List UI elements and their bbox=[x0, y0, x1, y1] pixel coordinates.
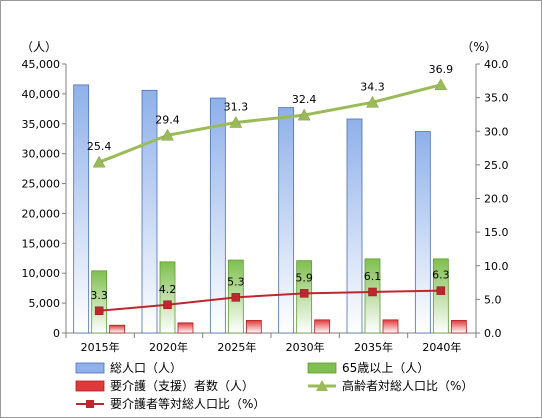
triangle-marker bbox=[297, 108, 311, 121]
triangle-marker bbox=[366, 95, 379, 108]
line-series-care-ratio bbox=[99, 289, 441, 312]
legend-swatch bbox=[75, 380, 105, 392]
right-tick-label: 40.0 bbox=[484, 58, 509, 71]
bar-total-population bbox=[73, 84, 90, 334]
x-tick-label: 2030年 bbox=[286, 340, 325, 354]
x-tick-label: 2025年 bbox=[217, 340, 256, 354]
data-label: 29.4 bbox=[155, 113, 180, 126]
square-marker bbox=[231, 293, 241, 302]
bar-total-population bbox=[141, 89, 158, 334]
left-tick-label: 45,000 bbox=[22, 58, 61, 71]
data-label: 5.3 bbox=[227, 275, 245, 288]
bar-care-recipients bbox=[177, 322, 194, 334]
x-tick-label: 2015年 bbox=[81, 340, 120, 354]
triangle-marker bbox=[92, 155, 106, 168]
right-tick-label: 5.0 bbox=[484, 293, 502, 306]
square-marker bbox=[299, 289, 309, 298]
right-tick-label: 10.0 bbox=[484, 260, 509, 273]
left-tick-label: 0 bbox=[53, 327, 60, 340]
left-tick-label: 20,000 bbox=[22, 207, 61, 220]
right-tick-label: 0.0 bbox=[484, 327, 502, 340]
bar-total-population bbox=[209, 97, 226, 334]
bar-total-population bbox=[414, 131, 431, 334]
data-label: 6.1 bbox=[364, 270, 382, 283]
bar-care-recipients bbox=[450, 320, 467, 334]
data-label: 32.4 bbox=[292, 93, 317, 106]
data-label: 34.3 bbox=[360, 80, 385, 93]
right-tick-label: 30.0 bbox=[484, 125, 509, 138]
bar-age-65-plus bbox=[159, 261, 176, 334]
bar-total-population bbox=[346, 118, 363, 334]
triangle-marker bbox=[229, 115, 243, 128]
x-tick-label: 2035年 bbox=[354, 340, 393, 354]
bar-care-recipients bbox=[109, 324, 126, 334]
x-tick-label: 2040年 bbox=[422, 340, 461, 354]
data-label: 4.2 bbox=[159, 283, 177, 296]
left-axis-unit: （人） bbox=[21, 40, 57, 54]
legend-label: 要介護（支援）者数（人） bbox=[110, 378, 254, 393]
legend-swatch bbox=[75, 362, 105, 374]
data-label: 5.9 bbox=[295, 271, 313, 284]
bar-care-recipients bbox=[314, 319, 331, 334]
bar-care-recipients bbox=[382, 319, 399, 334]
legend-label: 65歳以上（人） bbox=[342, 361, 429, 375]
legend-triangle-marker bbox=[316, 380, 328, 391]
left-tick-label: 5,000 bbox=[29, 297, 61, 310]
right-tick-label: 25.0 bbox=[484, 159, 509, 172]
square-marker bbox=[436, 286, 446, 295]
left-tick-label: 35,000 bbox=[22, 118, 61, 131]
left-tick-label: 40,000 bbox=[22, 88, 61, 101]
legend-label: 総人口（人） bbox=[110, 361, 182, 375]
bar-care-recipients bbox=[245, 320, 262, 334]
bar-age-65-plus bbox=[91, 270, 108, 334]
line-series-elderly-ratio bbox=[98, 83, 442, 164]
bar-age-65-plus bbox=[432, 258, 449, 334]
data-label: 25.4 bbox=[87, 140, 112, 153]
left-tick-label: 30,000 bbox=[22, 148, 61, 161]
data-label: 36.9 bbox=[429, 63, 454, 76]
bar-total-population bbox=[278, 107, 295, 334]
legend-swatch bbox=[307, 362, 337, 374]
triangle-marker bbox=[434, 78, 448, 91]
left-tick-label: 10,000 bbox=[22, 267, 61, 280]
square-marker bbox=[163, 300, 172, 310]
legend-label: 高齢者対総人口比（%） bbox=[342, 378, 473, 393]
data-label: 3.3 bbox=[90, 289, 108, 302]
right-tick-label: 35.0 bbox=[484, 92, 509, 105]
square-marker bbox=[368, 287, 377, 297]
data-label: 6.3 bbox=[432, 269, 450, 282]
right-tick-label: 15.0 bbox=[484, 226, 509, 239]
left-tick-label: 25,000 bbox=[22, 178, 61, 191]
right-tick-label: 20.0 bbox=[484, 193, 509, 206]
right-axis-unit: （%） bbox=[461, 40, 496, 54]
left-tick-label: 15,000 bbox=[22, 237, 61, 250]
square-marker bbox=[94, 306, 104, 316]
legend-label: 要介護者等対総人口比（%） bbox=[110, 396, 265, 411]
x-tick-label: 2020年 bbox=[149, 340, 188, 354]
data-label: 31.3 bbox=[224, 101, 249, 114]
legend-square-marker bbox=[86, 400, 94, 408]
triangle-marker bbox=[161, 128, 174, 141]
